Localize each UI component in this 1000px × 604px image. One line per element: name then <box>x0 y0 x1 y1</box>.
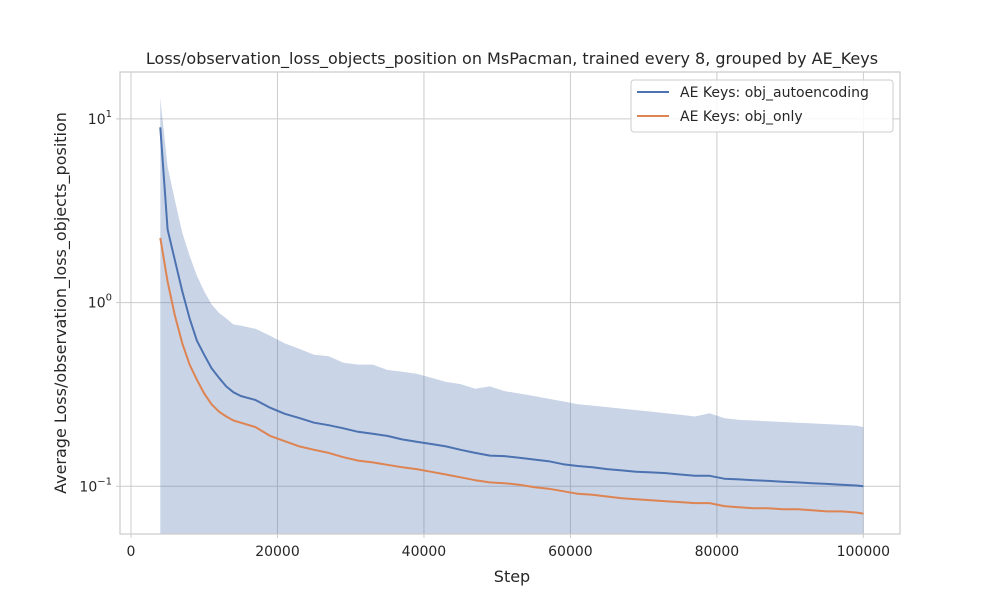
x-tick-label: 100000 <box>837 544 890 560</box>
x-tick-label: 60000 <box>548 544 593 560</box>
obj-autoencoding-line <box>159 127 864 488</box>
legend-label-obj-only: AE Keys: obj_only <box>680 109 803 125</box>
y-tick-label: 10−1 <box>79 476 112 495</box>
legend-label-obj-autoencoding: AE Keys: obj_autoencoding <box>680 85 869 101</box>
obj-only-line <box>159 237 864 515</box>
x-tick-label: 80000 <box>695 544 740 560</box>
y-tick-label: 101 <box>88 109 112 128</box>
obj-autoencoding-band <box>160 98 864 534</box>
y-tick-labels: 10−1 100 101 <box>79 109 120 495</box>
series-lines <box>159 127 864 515</box>
x-tick-labels: 0 20000 40000 60000 80000 100000 <box>127 534 890 560</box>
y-tick-label: 100 <box>88 293 112 312</box>
x-tick-label: 40000 <box>402 544 447 560</box>
x-tick-label: 0 <box>127 544 136 560</box>
chart-title: Loss/observation_loss_objects_position o… <box>146 49 878 69</box>
legend-box <box>630 79 894 133</box>
x-axis-label: Step <box>494 567 530 586</box>
y-axis-label: Average Loss/observation_loss_objects_po… <box>51 112 71 494</box>
legend: AE Keys: obj_autoencoding AE Keys: obj_o… <box>630 79 894 133</box>
confidence-band <box>160 98 864 534</box>
x-tick-label: 20000 <box>255 544 300 560</box>
